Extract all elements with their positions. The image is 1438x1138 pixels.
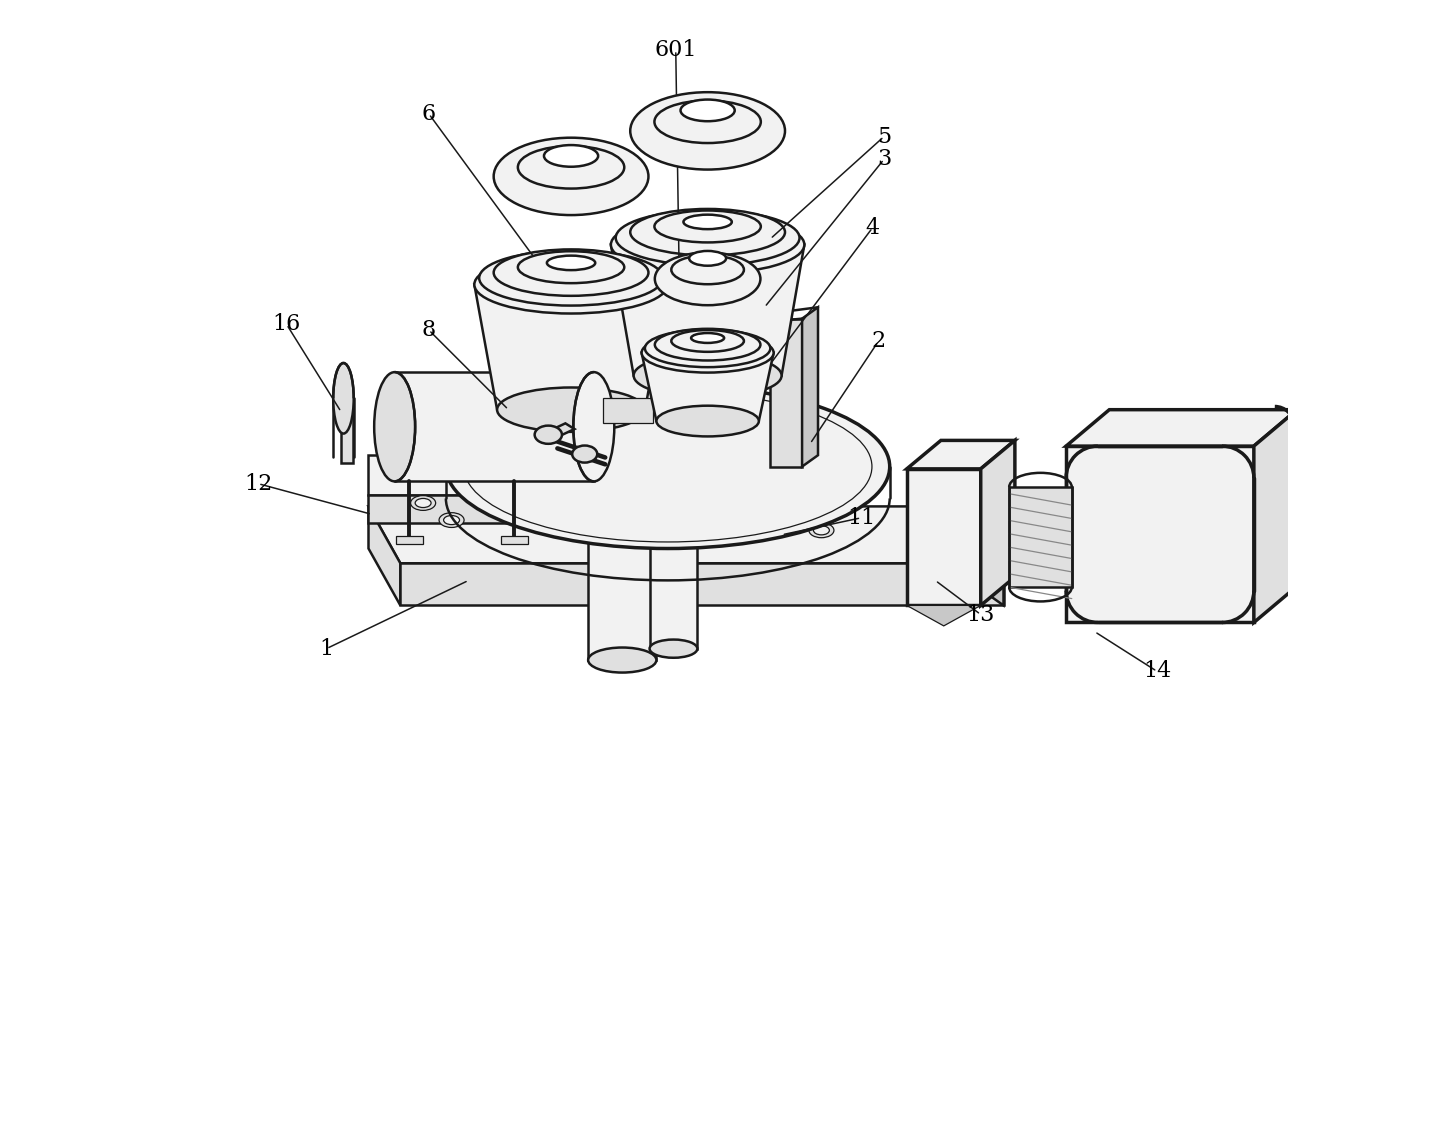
Ellipse shape [588,648,656,673]
Ellipse shape [443,516,460,525]
Polygon shape [395,536,423,544]
Ellipse shape [654,253,761,305]
Text: 13: 13 [966,603,995,626]
Ellipse shape [814,526,830,535]
Ellipse shape [588,511,656,536]
Ellipse shape [615,211,800,265]
Ellipse shape [493,249,649,296]
Polygon shape [1254,410,1297,622]
Ellipse shape [574,372,614,481]
Ellipse shape [672,330,743,352]
Text: 3: 3 [877,148,892,171]
Polygon shape [802,307,818,467]
Ellipse shape [692,333,725,343]
Ellipse shape [683,215,732,229]
Text: 4: 4 [866,216,880,239]
Ellipse shape [810,523,834,538]
Ellipse shape [656,405,759,437]
Ellipse shape [479,250,663,306]
Ellipse shape [654,100,761,143]
Ellipse shape [650,514,697,533]
Text: 8: 8 [421,319,436,341]
Ellipse shape [634,353,782,398]
Ellipse shape [546,256,595,270]
Text: 6: 6 [421,102,436,125]
Ellipse shape [644,330,771,368]
Polygon shape [475,284,667,410]
Polygon shape [907,440,1015,469]
Polygon shape [588,523,656,660]
Ellipse shape [416,498,431,508]
Text: 14: 14 [1143,660,1172,683]
Ellipse shape [518,146,624,189]
Polygon shape [907,469,981,605]
Ellipse shape [411,496,436,510]
Ellipse shape [611,216,804,274]
Polygon shape [1066,446,1254,622]
Polygon shape [650,523,697,649]
Ellipse shape [439,512,464,528]
Ellipse shape [518,251,624,283]
Polygon shape [546,423,574,438]
Polygon shape [525,341,558,467]
Ellipse shape [641,333,774,372]
Polygon shape [368,506,400,605]
Text: 11: 11 [847,506,876,529]
Polygon shape [611,245,804,376]
Ellipse shape [630,209,785,255]
Text: 1: 1 [319,637,334,660]
Polygon shape [923,506,1004,605]
Ellipse shape [672,255,743,284]
Polygon shape [341,401,352,463]
Polygon shape [907,605,981,626]
Ellipse shape [686,519,710,535]
Text: 5: 5 [877,125,892,148]
Ellipse shape [654,211,761,242]
Ellipse shape [498,387,646,432]
Polygon shape [368,506,1004,563]
Ellipse shape [650,640,697,658]
Ellipse shape [680,99,735,122]
Ellipse shape [690,522,706,531]
Polygon shape [394,372,594,481]
Ellipse shape [544,145,598,167]
Polygon shape [1066,410,1297,446]
Ellipse shape [493,138,649,215]
Polygon shape [368,495,628,523]
Text: 12: 12 [244,472,272,495]
Ellipse shape [654,329,761,361]
Polygon shape [641,353,774,421]
Text: 2: 2 [871,330,886,353]
Polygon shape [603,398,653,423]
Text: 601: 601 [654,39,697,61]
Ellipse shape [475,256,667,314]
Polygon shape [1009,487,1071,587]
Ellipse shape [689,251,726,265]
Text: 16: 16 [272,313,301,336]
Polygon shape [981,440,1015,605]
Polygon shape [500,536,528,544]
Ellipse shape [446,385,890,549]
Polygon shape [771,319,802,467]
Polygon shape [368,455,628,495]
Ellipse shape [374,372,416,481]
Polygon shape [400,563,1004,605]
Ellipse shape [535,426,562,444]
Ellipse shape [572,446,597,462]
Ellipse shape [334,363,354,434]
Ellipse shape [630,92,785,170]
